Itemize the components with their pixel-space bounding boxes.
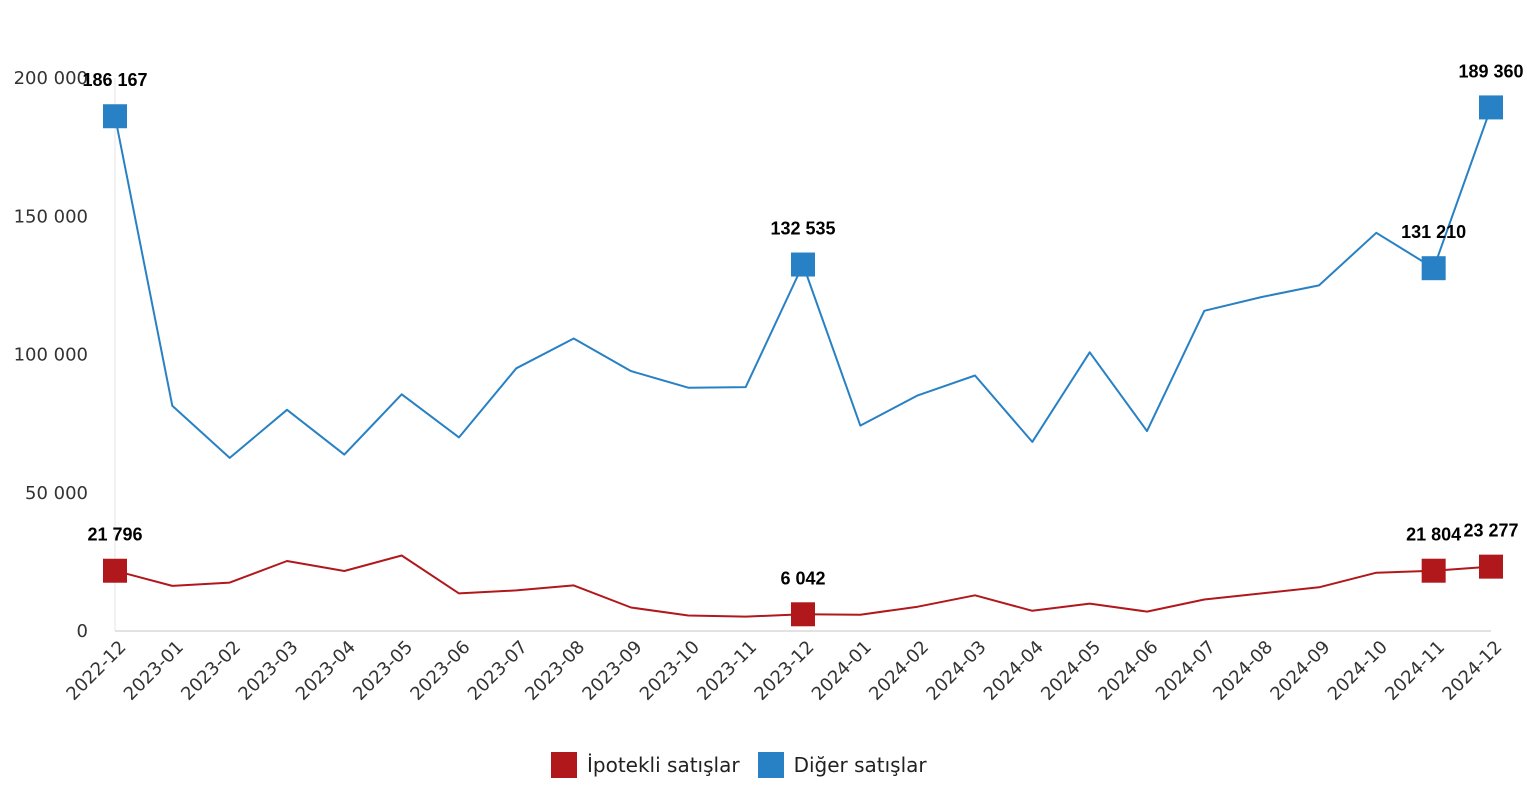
legend-label-diger: Diğer satışlar [793, 753, 927, 777]
data-marker-diger[interactable] [1479, 95, 1503, 120]
legend-label-ipotekli: İpotekli satışlar [587, 753, 740, 777]
y-tick-label: 200 000 [14, 68, 88, 89]
x-tick-label: 2023-02 [177, 637, 245, 705]
data-marker-ipotekli[interactable] [1479, 554, 1503, 579]
x-tick-label: 2024-12 [1438, 637, 1506, 705]
x-tick-label: 2024-06 [1094, 637, 1162, 705]
data-label-ipotekli: 21 804 [1406, 525, 1461, 545]
y-tick-label: 100 000 [14, 345, 88, 366]
data-label-ipotekli: 6 042 [780, 568, 825, 588]
data-marker-diger[interactable] [791, 252, 815, 277]
data-marker-diger[interactable] [103, 104, 127, 129]
y-tick-label: 0 [77, 621, 88, 642]
x-tick-label: 2024-02 [865, 637, 933, 705]
data-label-diger: 189 360 [1458, 61, 1523, 81]
x-tick-label: 2023-04 [292, 637, 360, 705]
x-tick-label: 2023-10 [636, 637, 704, 705]
y-tick-label: 150 000 [14, 206, 88, 227]
x-tick-label: 2024-10 [1324, 637, 1392, 705]
data-label-diger: 186 167 [82, 70, 147, 90]
data-marker-ipotekli[interactable] [1421, 558, 1446, 583]
legend-swatch-ipotekli [551, 752, 577, 778]
legend-swatch-diger [757, 752, 784, 778]
x-tick-label: 2024-08 [1209, 637, 1277, 705]
x-tick-label: 2023-05 [349, 637, 417, 705]
x-tick-label: 2023-06 [406, 637, 474, 705]
data-label-ipotekli: 23 277 [1463, 521, 1518, 541]
data-marker-ipotekli[interactable] [791, 602, 815, 627]
x-tick-label: 2023-01 [120, 637, 188, 705]
x-tick-label: 2024-07 [1152, 637, 1220, 705]
x-tick-label: 2023-11 [693, 637, 761, 705]
x-tick-label: 2024-03 [922, 637, 990, 705]
x-tick-label: 2023-03 [234, 637, 302, 705]
x-tick-label: 2022-12 [62, 637, 130, 705]
x-tick-label: 2024-04 [980, 637, 1048, 705]
x-tick-label: 2023-09 [578, 637, 646, 705]
data-marker-diger[interactable] [1421, 256, 1446, 281]
legend-item-ipotekli[interactable]: İpotekli satışlar [551, 752, 740, 778]
x-tick-label: 2024-09 [1266, 637, 1334, 705]
data-label-diger: 132 535 [770, 219, 835, 239]
x-axis: 2022-122023-012023-022023-032023-042023-… [62, 630, 1507, 705]
data-label-ipotekli: 21 796 [87, 525, 142, 545]
legend-item-diger[interactable]: Diğer satışlar [757, 752, 927, 778]
data-labels: 21 796 6 042 21 804 23 277 186 167 132 535 131… [82, 61, 1523, 588]
x-tick-label: 2024-01 [808, 637, 876, 705]
data-label-diger: 131 210 [1401, 222, 1466, 242]
y-tick-label: 50 000 [25, 483, 88, 504]
x-tick-label: 2023-07 [464, 637, 532, 705]
x-tick-label: 2024-05 [1037, 637, 1105, 705]
x-tick-label: 2023-12 [750, 637, 818, 705]
y-axis: 0 50 000 100 000 150 000 200 000 [14, 68, 116, 642]
series-lines [114, 107, 1492, 618]
series-line-diger [114, 107, 1492, 459]
x-tick-label: 2023-08 [521, 637, 589, 705]
x-tick-label: 2024-11 [1381, 637, 1449, 705]
series-markers [103, 95, 1503, 627]
data-marker-ipotekli[interactable] [103, 558, 127, 583]
chart-legend: İpotekli satışlar Diğer satışlar [551, 752, 927, 778]
